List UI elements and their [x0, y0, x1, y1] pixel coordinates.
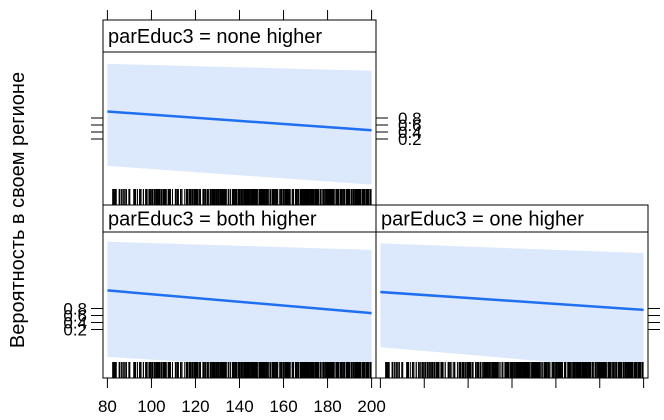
panel-strip [375, 204, 649, 233]
y-tick-label: 0.4 [63, 314, 87, 333]
y-tick-label: 0.6 [398, 116, 422, 135]
x-ticks [106, 10, 373, 20]
rug [112, 189, 372, 205]
x-ticks: 80 100 120 140 160 180 200 [98, 378, 386, 416]
strip-label: parEduc3 = one higher [381, 209, 584, 231]
y-tick-label: 0.2 [398, 130, 422, 149]
x-tick-label: 80 [98, 397, 117, 416]
rug [112, 362, 372, 378]
panels-layer: parEduc3 = none higher0.20.40.60.8parEdu… [63, 10, 660, 416]
confidence-band [107, 63, 372, 185]
fitted-line [380, 290, 644, 312]
fitted-line [107, 289, 372, 315]
x-tick-label: 140 [225, 397, 253, 416]
fitted-line [107, 110, 372, 132]
y-tick-label: 0.2 [63, 321, 87, 340]
y-ticks: 0.20.40.60.8 [91, 109, 422, 149]
strip-label: parEduc3 = none higher [108, 26, 322, 48]
x-ticks [379, 378, 645, 388]
panel-1: parEduc3 = both higher 0.20.40.60.8 80 100 1… [63, 204, 386, 416]
panel-2: parEduc3 = one higher [375, 204, 660, 388]
confidence-band [107, 241, 372, 374]
x-tick-label: 200 [357, 397, 385, 416]
panel-plot-area [107, 63, 372, 205]
strip-label: parEduc3 = both higher [108, 209, 317, 231]
panel-plot-area [107, 241, 372, 378]
panel-plot-area [380, 243, 644, 378]
y-tick-label: 0.8 [63, 300, 87, 319]
y-tick-label: 0.8 [398, 109, 422, 128]
confidence-band [380, 243, 644, 370]
panel-strip [102, 204, 377, 233]
x-tick-label: 100 [137, 397, 165, 416]
panel-0: parEduc3 = none higher 0.20.40.60.8 [91, 10, 422, 206]
x-tick-label: 160 [269, 397, 297, 416]
y-tick-label: 0.6 [63, 307, 87, 326]
y-axis-label: Вероятность в своем регионе [7, 72, 29, 348]
x-tick-label: 180 [313, 397, 341, 416]
rug [385, 362, 644, 378]
y-ticks: 0.20.40.60.8 [63, 300, 103, 340]
y-tick-label: 0.4 [398, 123, 422, 142]
y-ticks [648, 308, 660, 330]
x-tick-label: 120 [181, 397, 209, 416]
